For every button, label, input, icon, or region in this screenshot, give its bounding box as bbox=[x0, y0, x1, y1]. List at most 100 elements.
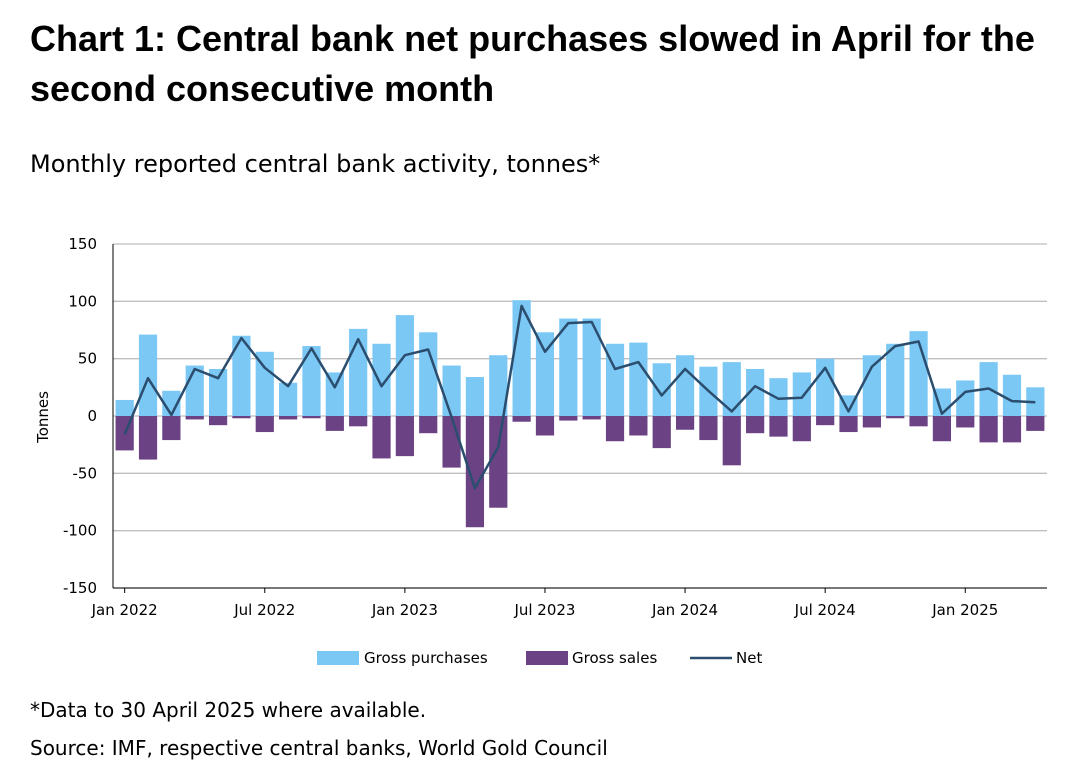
footnote: *Data to 30 April 2025 where available. bbox=[30, 698, 427, 722]
bar-gross-purchases bbox=[185, 365, 204, 416]
bar-gross-sales bbox=[1026, 416, 1045, 431]
bar-gross-purchases bbox=[722, 362, 741, 416]
legend-label-gross-purchases: Gross purchases bbox=[364, 649, 488, 667]
bar-gross-purchases bbox=[489, 355, 508, 416]
bar-gross-purchases bbox=[652, 363, 671, 416]
bar-gross-sales bbox=[956, 416, 975, 428]
bar-gross-sales bbox=[465, 416, 485, 528]
legend-label-gross-sales: Gross sales bbox=[572, 649, 657, 667]
bar-gross-sales bbox=[862, 416, 881, 428]
y-tick-label: 0 bbox=[87, 407, 97, 425]
net-line bbox=[123, 304, 1036, 490]
bar-gross-sales bbox=[395, 416, 414, 457]
bar-gross-purchases bbox=[465, 377, 485, 416]
bar-gross-sales bbox=[699, 416, 718, 441]
bar-gross-sales bbox=[419, 416, 438, 434]
bar-gross-sales bbox=[302, 416, 321, 419]
bar-gross-purchases bbox=[886, 343, 905, 416]
y-tick-label: 150 bbox=[68, 235, 97, 253]
bar-gross-sales bbox=[279, 416, 298, 420]
bar-gross-purchases bbox=[419, 332, 438, 416]
bar-gross-sales bbox=[979, 416, 998, 443]
bar-gross-sales bbox=[839, 416, 858, 433]
chart-area: 150 100 50 0 -50 -100 -150 Tonnes Jan 2022 Jul … bbox=[34, 235, 1047, 667]
bar-gross-purchases bbox=[208, 368, 228, 416]
bar-gross-purchases bbox=[675, 355, 695, 416]
bar-gross-sales bbox=[232, 416, 251, 419]
x-tick-label: Jul 2022 bbox=[233, 601, 295, 619]
bar-gross-sales bbox=[909, 416, 928, 427]
bar-gross-sales bbox=[185, 416, 204, 420]
bar-gross-purchases bbox=[862, 355, 881, 416]
bar-gross-sales bbox=[512, 416, 531, 422]
chart-title: Chart 1: Central bank net purchases slow… bbox=[30, 18, 1035, 109]
bar-gross-sales bbox=[886, 416, 905, 419]
bar-gross-purchases bbox=[559, 318, 578, 416]
bar-gross-sales bbox=[208, 416, 228, 426]
bar-gross-sales bbox=[372, 416, 391, 459]
bar-gross-sales bbox=[932, 416, 952, 442]
bar-gross-sales bbox=[769, 416, 788, 437]
bar-gross-purchases bbox=[279, 382, 298, 416]
bar-gross-purchases bbox=[442, 365, 461, 416]
bar-gross-sales bbox=[582, 416, 601, 420]
y-axis-label: Tonnes bbox=[34, 391, 52, 444]
bar-gross-sales bbox=[349, 416, 368, 427]
bar-gross-sales bbox=[162, 416, 181, 441]
x-tick-label: Jan 2023 bbox=[371, 601, 438, 619]
bar-gross-sales bbox=[535, 416, 555, 436]
bar-gross-sales bbox=[629, 416, 648, 436]
y-tick-label: -50 bbox=[73, 464, 98, 482]
x-tick-label: Jul 2023 bbox=[513, 601, 575, 619]
bar-gross-purchases bbox=[232, 335, 251, 416]
legend: Gross purchases Gross sales Net bbox=[317, 649, 762, 667]
y-tick-label: 50 bbox=[78, 350, 97, 368]
bar-gross-sales bbox=[1002, 416, 1022, 443]
bar-gross-sales bbox=[652, 416, 671, 449]
bar-gross-sales bbox=[442, 416, 461, 468]
series-gross-sales bbox=[115, 416, 1045, 528]
legend-swatch-gross-sales bbox=[526, 651, 568, 665]
bar-gross-purchases bbox=[372, 343, 391, 416]
bar-gross-sales bbox=[489, 416, 508, 508]
bar-gross-sales bbox=[255, 416, 274, 433]
x-tick-label: Jan 2022 bbox=[91, 601, 158, 619]
gridlines bbox=[113, 243, 1047, 589]
x-axis-ticks: Jan 2022 Jul 2022 Jan 2023 Jul 2023 Jan 2024… bbox=[91, 587, 1047, 619]
bar-gross-purchases bbox=[629, 342, 648, 416]
bar-gross-sales bbox=[816, 416, 835, 426]
bar-gross-purchases bbox=[792, 372, 811, 416]
x-tick-label: Jan 2024 bbox=[651, 601, 718, 619]
chart-subtitle: Monthly reported central bank activity, … bbox=[30, 150, 601, 178]
bar-gross-purchases bbox=[1002, 374, 1022, 416]
bar-gross-sales bbox=[138, 416, 158, 460]
bar-gross-purchases bbox=[115, 399, 134, 416]
legend-swatch-gross-purchases bbox=[317, 651, 359, 665]
bar-gross-purchases bbox=[769, 378, 788, 416]
bar-gross-purchases bbox=[582, 318, 601, 416]
bar-gross-sales bbox=[605, 416, 625, 442]
bar-gross-sales bbox=[722, 416, 741, 466]
source-note: Source: IMF, respective central banks, W… bbox=[30, 736, 608, 760]
bar-gross-purchases bbox=[746, 368, 765, 416]
bar-gross-sales bbox=[675, 416, 695, 430]
series-net bbox=[123, 304, 1036, 490]
y-tick-label: -150 bbox=[63, 579, 97, 597]
bar-gross-purchases bbox=[956, 380, 975, 416]
bar-gross-sales bbox=[792, 416, 811, 442]
bar-gross-sales bbox=[325, 416, 344, 431]
bar-gross-purchases bbox=[255, 351, 274, 416]
bar-gross-sales bbox=[559, 416, 578, 421]
bar-gross-purchases bbox=[302, 346, 321, 416]
y-tick-label: 100 bbox=[68, 292, 97, 310]
bar-gross-purchases bbox=[325, 372, 344, 416]
bar-gross-purchases bbox=[535, 332, 555, 416]
bar-gross-sales bbox=[746, 416, 765, 434]
bar-gross-purchases bbox=[395, 315, 414, 416]
y-tick-label: -100 bbox=[63, 522, 97, 540]
y-axis-ticks: 150 100 50 0 -50 -100 -150 bbox=[63, 235, 114, 597]
legend-label-net: Net bbox=[736, 649, 762, 667]
x-tick-label: Jan 2025 bbox=[931, 601, 998, 619]
x-tick-label: Jul 2024 bbox=[794, 601, 856, 619]
bar-gross-purchases bbox=[138, 334, 158, 416]
